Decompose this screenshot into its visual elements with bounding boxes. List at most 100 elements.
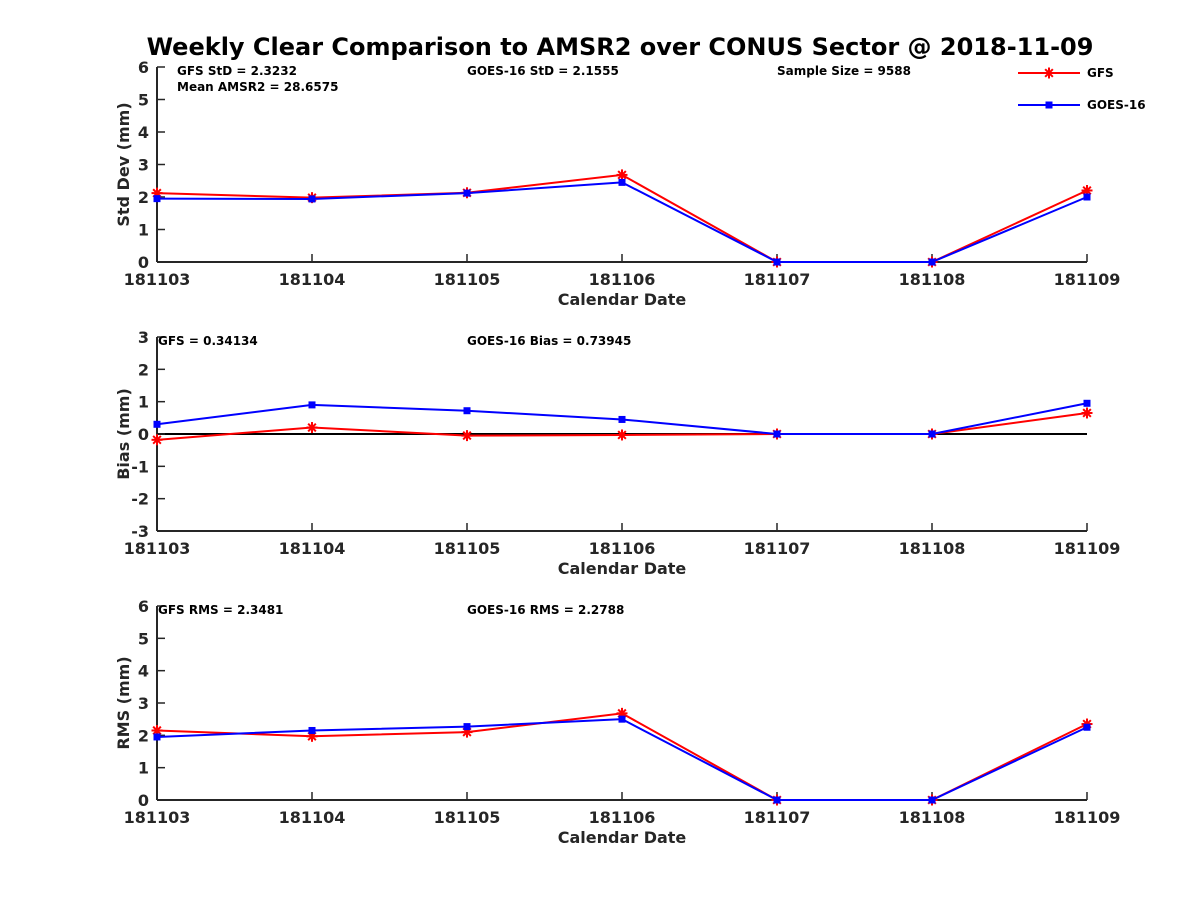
y-tick-label: 0 bbox=[138, 425, 149, 444]
y-tick-label: 6 bbox=[138, 58, 149, 77]
y-tick-label: 1 bbox=[138, 393, 149, 412]
legend-entry-gfs: GFS bbox=[1018, 66, 1114, 80]
chart-title: Weekly Clear Comparison to AMSR2 over CO… bbox=[147, 33, 1094, 61]
data-point-square bbox=[1083, 723, 1091, 731]
y-tick-label: 2 bbox=[138, 360, 149, 379]
asterisk-stroke bbox=[152, 435, 162, 445]
y-tick-label: -2 bbox=[131, 490, 149, 509]
stat-annotation: GOES-16 Bias = 0.73945 bbox=[467, 334, 631, 348]
series-line bbox=[156, 181, 1088, 263]
x-tick-label: 181104 bbox=[279, 808, 346, 827]
data-point-square bbox=[308, 726, 316, 734]
x-tick-label: 181104 bbox=[279, 270, 346, 289]
data-point-square bbox=[928, 258, 936, 266]
series-goes-16 bbox=[153, 399, 1091, 438]
data-point-asterisk bbox=[1081, 407, 1093, 419]
data-point-square bbox=[153, 733, 161, 741]
x-tick-label: 181105 bbox=[434, 808, 501, 827]
y-tick-label: 3 bbox=[138, 328, 149, 347]
legend-entry-goes-16: GOES-16 bbox=[1018, 98, 1146, 112]
data-point-square bbox=[618, 178, 626, 186]
y-tick-label: 3 bbox=[138, 694, 149, 713]
stat-annotation: GOES-16 StD = 2.1555 bbox=[467, 64, 619, 78]
asterisk-stroke bbox=[617, 430, 627, 440]
y-tick-label: 1 bbox=[138, 759, 149, 778]
series-line bbox=[156, 718, 1088, 801]
data-point-asterisk bbox=[151, 434, 163, 446]
x-tick-label: 181106 bbox=[589, 539, 656, 558]
y-tick-label: 3 bbox=[138, 156, 149, 175]
data-point-square bbox=[618, 715, 626, 723]
asterisk-stroke bbox=[1044, 68, 1054, 78]
stat-annotation: GFS RMS = 2.3481 bbox=[158, 603, 283, 617]
legend-label: GOES-16 bbox=[1087, 98, 1146, 112]
y-tick-label: 6 bbox=[138, 597, 149, 616]
x-tick-label: 181103 bbox=[124, 808, 191, 827]
data-point-square bbox=[928, 430, 936, 438]
series-line bbox=[156, 173, 1088, 263]
legend-marker-asterisk bbox=[1043, 67, 1055, 79]
panel-3: 0 1 2 3 4 5 6 181103 181104 181105 181106 181107 181… bbox=[114, 597, 1120, 847]
y-tick-label: 5 bbox=[138, 629, 149, 648]
data-point-square bbox=[928, 796, 936, 804]
asterisk-stroke bbox=[1082, 185, 1092, 196]
data-point-square bbox=[773, 796, 781, 804]
x-axis-label: Calendar Date bbox=[558, 290, 687, 309]
data-point-square bbox=[308, 195, 316, 203]
stat-annotation: GFS StD = 2.3232 bbox=[177, 64, 297, 78]
asterisk-stroke bbox=[152, 725, 162, 736]
x-axis-label: Calendar Date bbox=[558, 828, 687, 847]
asterisk-stroke bbox=[617, 170, 627, 180]
y-tick-label: 0 bbox=[138, 791, 149, 810]
y-tick-label: 5 bbox=[138, 91, 149, 110]
stat-annotation: GFS = 0.34134 bbox=[158, 334, 258, 348]
y-tick-label: 0 bbox=[138, 253, 149, 272]
data-point-asterisk bbox=[616, 429, 628, 441]
data-point-square bbox=[463, 723, 471, 731]
x-tick-label: 181107 bbox=[744, 539, 811, 558]
data-point-square bbox=[308, 401, 316, 409]
x-tick-label: 181104 bbox=[279, 539, 346, 558]
x-tick-label: 181106 bbox=[589, 270, 656, 289]
data-point-square bbox=[1083, 193, 1091, 201]
x-tick-label: 181108 bbox=[899, 539, 966, 558]
y-tick-label: 2 bbox=[138, 726, 149, 745]
data-point-asterisk bbox=[306, 422, 318, 434]
data-point-square bbox=[1083, 399, 1091, 407]
data-point-square bbox=[618, 415, 626, 423]
y-tick-label: 4 bbox=[138, 123, 149, 142]
data-point-square bbox=[153, 420, 161, 428]
series-line bbox=[156, 712, 1088, 801]
x-tick-label: 181105 bbox=[434, 539, 501, 558]
panel-1: 0 1 2 3 4 5 6 181103 181104 181105 181106 181107 181… bbox=[114, 58, 1120, 309]
stat-annotation: GOES-16 RMS = 2.2788 bbox=[467, 603, 624, 617]
stat-annotation: Sample Size = 9588 bbox=[777, 64, 911, 78]
data-point-square bbox=[463, 189, 471, 197]
x-tick-label: 181107 bbox=[744, 808, 811, 827]
x-tick-label: 181108 bbox=[899, 808, 966, 827]
legend-marker-square bbox=[1045, 101, 1053, 109]
x-tick-label: 181107 bbox=[744, 270, 811, 289]
panel-2: -3 -2 -1 0 1 2 3 181103 181104 181105 181106 181107… bbox=[114, 328, 1120, 578]
x-axis-label: Calendar Date bbox=[558, 559, 687, 578]
legend-label: GFS bbox=[1087, 66, 1114, 80]
series-goes-16 bbox=[153, 715, 1091, 804]
y-axis-label: Std Dev (mm) bbox=[114, 102, 133, 226]
y-axis-label: RMS (mm) bbox=[114, 656, 133, 749]
data-point-asterisk bbox=[616, 169, 628, 181]
x-tick-label: 181106 bbox=[589, 808, 656, 827]
asterisk-stroke bbox=[307, 422, 317, 433]
data-point-square bbox=[463, 407, 471, 415]
data-point-asterisk bbox=[151, 724, 163, 736]
y-tick-label: 4 bbox=[138, 662, 149, 681]
asterisk-stroke bbox=[462, 431, 472, 441]
x-tick-label: 181103 bbox=[124, 539, 191, 558]
legend: GFS GOES-16 bbox=[1018, 66, 1146, 112]
x-tick-label: 181109 bbox=[1054, 539, 1121, 558]
y-axis-label: Bias (mm) bbox=[114, 388, 133, 480]
x-tick-label: 181108 bbox=[899, 270, 966, 289]
data-point-square bbox=[153, 195, 161, 203]
y-tick-label: -1 bbox=[131, 457, 149, 476]
